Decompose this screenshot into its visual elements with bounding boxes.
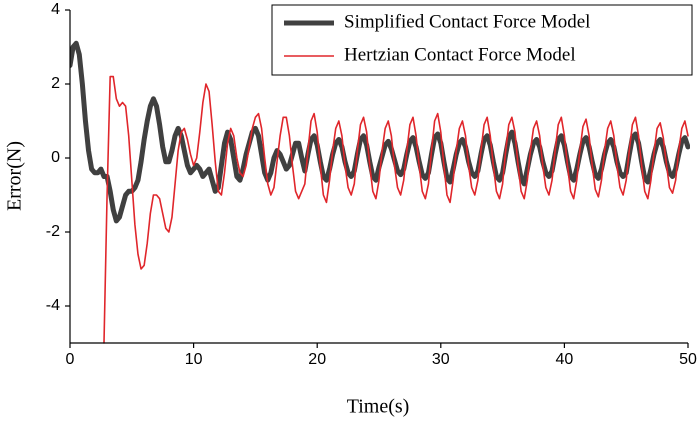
legend: Simplified Contact Force Model Hertzian C… xyxy=(271,4,693,76)
y-tick-label: -4 xyxy=(46,297,60,314)
series-line xyxy=(103,75,689,344)
legend-box xyxy=(271,4,693,76)
x-tick-label: 50 xyxy=(679,351,697,368)
series-line xyxy=(70,40,690,224)
x-tick-label: 30 xyxy=(432,351,450,368)
x-axis-label: Time(s) xyxy=(347,396,410,418)
x-tick-label: 20 xyxy=(308,351,326,368)
y-axis-label: Error(N) xyxy=(4,141,26,211)
y-tick-label: 4 xyxy=(51,1,60,18)
legend-label: Hertzian Contact Force Model xyxy=(344,44,576,65)
y-tick-label: 2 xyxy=(51,75,60,92)
x-tick-label: 40 xyxy=(556,351,574,368)
x-tick-label: 0 xyxy=(66,351,75,368)
legend-label: Simplified Contact Force Model xyxy=(344,11,590,32)
x-tick-label: 10 xyxy=(185,351,203,368)
y-tick-label: -2 xyxy=(46,223,60,240)
y-tick-label: 0 xyxy=(51,149,60,166)
